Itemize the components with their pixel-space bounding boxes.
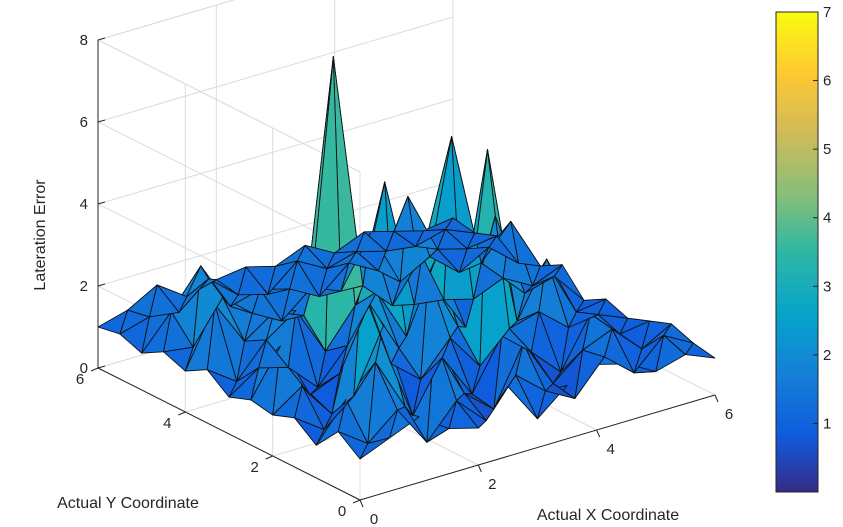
x-axis-line: [359, 394, 716, 501]
z-axis-label: Lateration Error: [32, 179, 49, 291]
error-surface: [97, 56, 716, 460]
y-axis-line: [97, 367, 361, 501]
x-tick-mark: [714, 394, 719, 403]
y-tick-label: 2: [250, 459, 258, 476]
grid-wall-z: [97, 98, 454, 205]
colorbar: 1 2 3 4 5 6 7: [775, 4, 831, 493]
grid-wall-z: [97, 180, 454, 287]
x-tick-mark: [477, 464, 482, 473]
colorbar-gradient: [775, 11, 819, 493]
y-tick-mark: [265, 455, 273, 460]
z-tick-label: 6: [80, 114, 88, 131]
colorbar-tick-label: 2: [823, 347, 831, 364]
x-tick-mark: [596, 429, 601, 438]
y-axis-label: Actual Y Coordinate: [57, 495, 199, 512]
box-top-left: [97, 39, 361, 173]
colorbar-tick-label: 6: [823, 73, 831, 90]
y-tick-label: 0: [338, 503, 346, 520]
z-tick-mark: [97, 119, 106, 123]
colorbar-tick-label: 5: [823, 141, 831, 158]
z-tick-label: 8: [80, 32, 88, 49]
y-tick-label: 6: [76, 371, 84, 388]
grid-wall-z: [97, 0, 236, 41]
x-tick-label: 4: [606, 441, 614, 458]
z-tick-label: 4: [80, 196, 88, 213]
x-tick-mark: [359, 499, 364, 508]
x-axis-label: Actual X Coordinate: [537, 507, 679, 524]
box-top-back: [97, 0, 236, 41]
y-tick-label: 4: [163, 415, 171, 432]
colorbar-ticks: 1 2 3 4 5 6 7: [813, 4, 831, 432]
z-tick-mark: [97, 283, 106, 287]
colorbar-tick-label: 1: [823, 415, 831, 432]
y-tick-mark: [90, 367, 99, 372]
z-tick-label: 0: [80, 360, 88, 377]
z-tick-label: 2: [80, 278, 88, 295]
z-tick-mark: [97, 365, 106, 369]
axes-box: [90, 37, 719, 508]
surface-facet: [97, 309, 129, 335]
grid-wall-z: [97, 16, 454, 123]
colorbar-tick-label: 7: [823, 4, 831, 21]
x-tick-label: 2: [488, 476, 496, 493]
z-tick-mark: [97, 201, 106, 205]
colorbar-tick-label: 4: [823, 210, 831, 227]
y-tick-mark: [352, 499, 361, 504]
colorbar-tick-label: 3: [823, 278, 831, 295]
x-tick-label: 0: [370, 511, 378, 527]
x-tick-label: 6: [725, 406, 733, 423]
z-tick-mark: [97, 37, 106, 41]
y-tick-mark: [178, 411, 186, 416]
